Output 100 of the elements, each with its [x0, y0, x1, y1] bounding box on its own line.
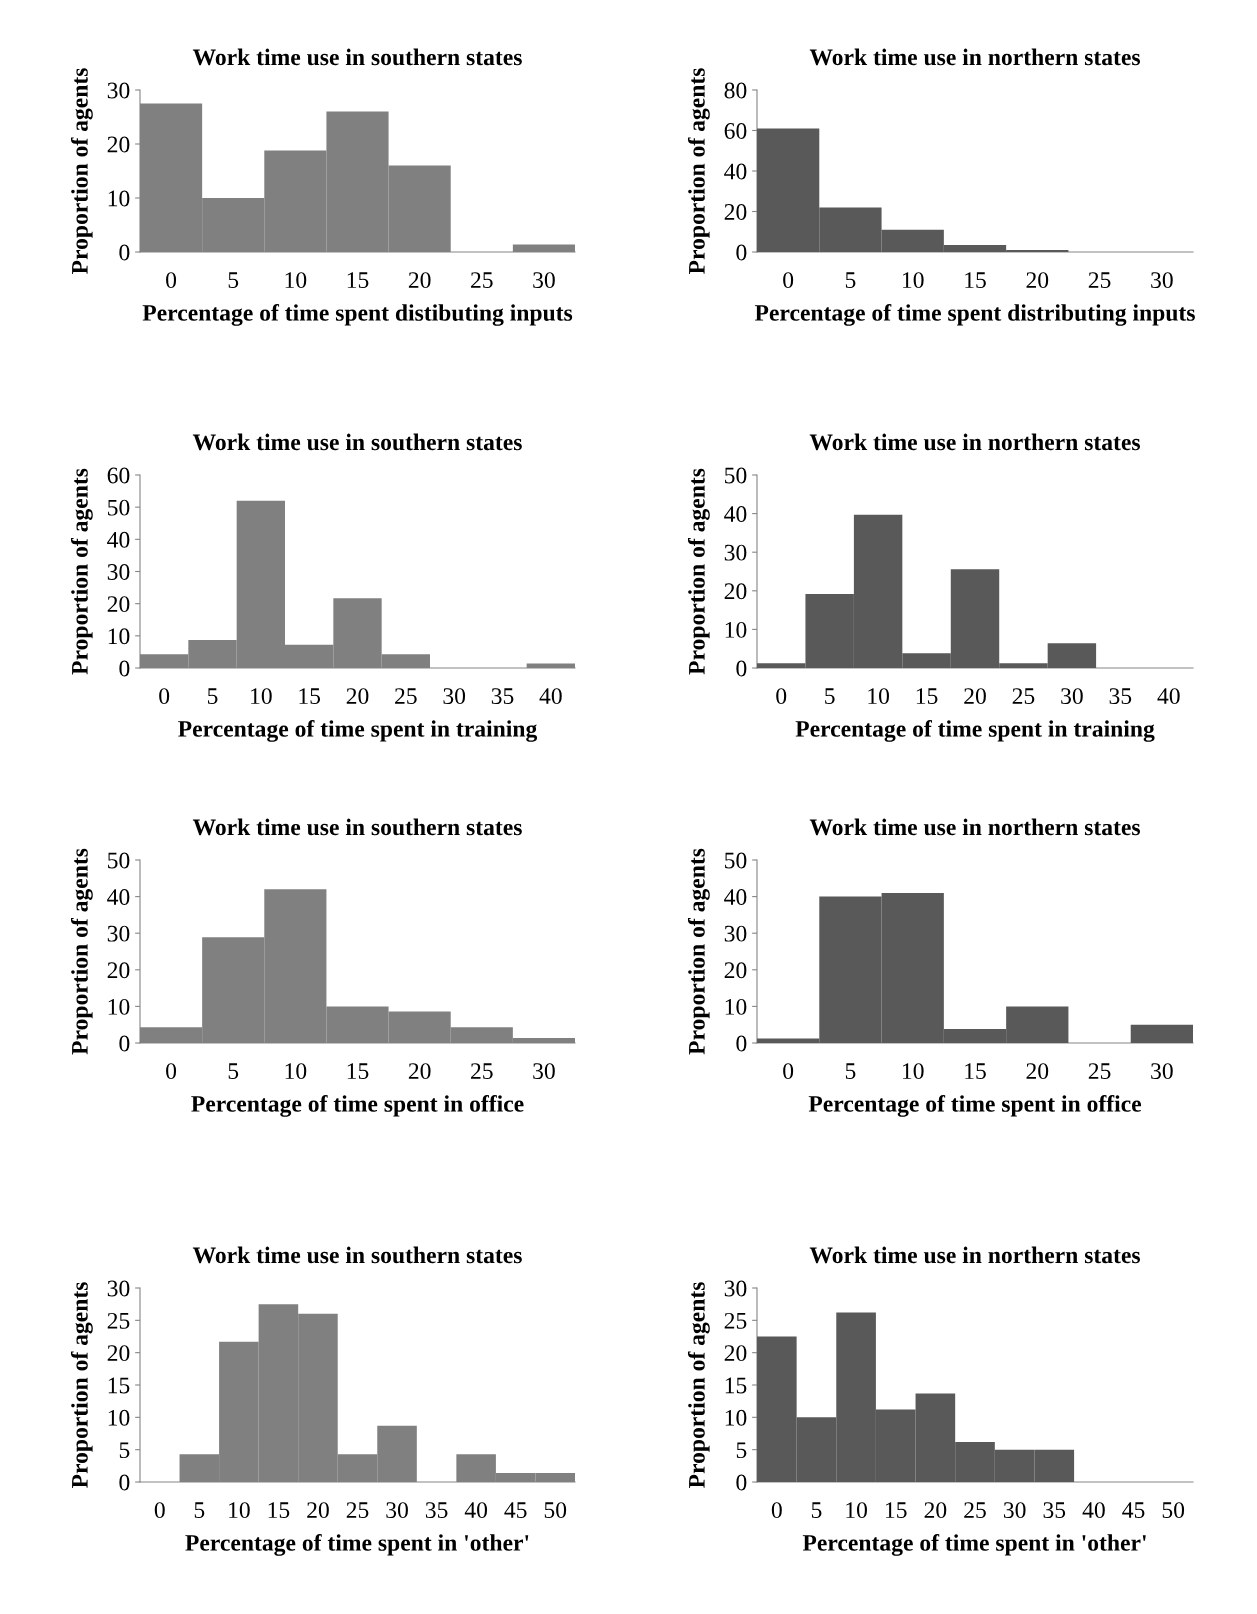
x-tick-label: 45 — [1122, 1502, 1145, 1519]
y-tick-label: 50 — [725, 852, 747, 869]
y-tick-label: 20 — [724, 583, 747, 600]
x-tick-label: 25 — [471, 272, 493, 289]
x-tick-label: 30 — [386, 1502, 408, 1519]
y-tick-label: 0 — [119, 244, 130, 261]
chart-title: Work time use in northern states — [809, 48, 1141, 66]
chart-title: Work time use in northern states — [809, 433, 1141, 451]
x-tick-label: 50 — [544, 1502, 567, 1519]
y-tick-label: 30 — [724, 544, 747, 561]
x-tick-label: 25 — [346, 1502, 369, 1519]
x-tick-label: 20 — [307, 1502, 329, 1519]
x-tick-label: 10 — [902, 272, 924, 289]
y-tick-label: 0 — [736, 1035, 747, 1052]
y-tick-label: 60 — [724, 122, 747, 139]
y-tick-label: 50 — [108, 499, 130, 516]
y-tick-label: 0 — [736, 1474, 747, 1491]
x-tick-label: 20 — [346, 688, 369, 705]
chart-title: Work time use in southern states — [192, 433, 522, 451]
x-tick-label: 5 — [845, 1063, 856, 1080]
x-tick-label: 30 — [1151, 1063, 1173, 1080]
y-tick-label: 20 — [724, 962, 747, 979]
x-tick-label: 0 — [776, 688, 787, 705]
x-axis-title: Percentage of time spent in training — [795, 719, 1155, 742]
x-tick-label: 40 — [1157, 688, 1180, 705]
x-tick-label: 10 — [251, 688, 272, 705]
x-tick-label: 35 — [425, 1502, 448, 1519]
x-tick-label: 15 — [299, 688, 321, 705]
y-tick-label: 5 — [736, 1442, 747, 1459]
y-axis-title: Proportion of agents — [687, 848, 710, 1055]
x-tick-label: 45 — [504, 1502, 527, 1519]
x-tick-label: 0 — [166, 1063, 177, 1080]
x-tick-label: 35 — [491, 688, 514, 705]
y-tick-label: 15 — [725, 1377, 747, 1394]
x-tick-label: 20 — [408, 272, 431, 289]
y-tick-label: 30 — [107, 925, 130, 942]
x-tick-label: 40 — [1082, 1502, 1105, 1519]
y-tick-label: 60 — [107, 467, 130, 484]
y-tick-label: 20 — [107, 596, 130, 613]
y-tick-label: 40 — [724, 889, 747, 906]
x-tick-label: 20 — [1026, 272, 1049, 289]
y-tick-label: 20 — [107, 136, 130, 153]
x-tick-label: 30 — [533, 272, 555, 289]
x-axis-title: Percentage of time spent in 'other' — [185, 1533, 529, 1556]
x-tick-label: 10 — [285, 1063, 307, 1080]
x-tick-label: 25 — [964, 1502, 986, 1519]
y-tick-label: 40 — [724, 163, 747, 180]
x-tick-label: 0 — [783, 272, 794, 289]
x-tick-label: 50 — [1162, 1502, 1185, 1519]
x-tick-label: 5 — [228, 1063, 239, 1080]
chart-title: Work time use in southern states — [192, 48, 522, 66]
x-axis-title: Percentage of time spent in training — [178, 719, 538, 742]
y-axis-title: Proportion of agents — [70, 68, 93, 275]
x-tick-label: 10 — [902, 1063, 924, 1080]
y-tick-label: 25 — [724, 1312, 747, 1329]
x-tick-label: 5 — [194, 1502, 205, 1519]
y-tick-label: 0 — [119, 1035, 130, 1052]
x-tick-label: 40 — [464, 1502, 488, 1519]
y-tick-label: 20 — [724, 1345, 747, 1362]
y-tick-label: 40 — [107, 889, 130, 906]
y-tick-label: 30 — [724, 1280, 747, 1297]
y-tick-label: 50 — [108, 852, 130, 869]
x-tick-label: 15 — [886, 1502, 907, 1519]
y-axis-title: Proportion of agents — [687, 1282, 710, 1489]
y-tick-label: 30 — [107, 1280, 130, 1297]
y-tick-label: 50 — [725, 467, 747, 484]
y-tick-label: 30 — [107, 82, 130, 99]
x-tick-label: 25 — [395, 688, 417, 705]
y-tick-label: 0 — [119, 660, 130, 677]
x-axis-title: Percentage of time spent in 'other' — [802, 1533, 1146, 1556]
y-tick-label: 20 — [107, 1345, 130, 1362]
chart-title: Work time use in northern states — [809, 1246, 1141, 1264]
y-tick-label: 10 — [108, 190, 130, 207]
x-tick-label: 15 — [347, 272, 369, 289]
y-tick-label: 10 — [725, 1409, 747, 1426]
x-tick-label: 15 — [965, 272, 986, 289]
x-tick-label: 0 — [159, 688, 170, 705]
y-axis-title: Proportion of agents — [687, 68, 710, 275]
y-tick-label: 10 — [108, 628, 130, 645]
y-tick-label: 10 — [725, 998, 747, 1015]
x-tick-label: 0 — [154, 1502, 165, 1519]
y-tick-label: 40 — [107, 531, 130, 548]
x-tick-label: 25 — [1088, 1063, 1111, 1080]
x-tick-label: 25 — [1088, 272, 1111, 289]
bar — [1130, 1024, 1193, 1043]
y-tick-label: 40 — [724, 506, 747, 523]
x-tick-label: 30 — [1151, 272, 1173, 289]
y-axis-title: Proportion of agents — [687, 468, 710, 675]
x-tick-label: 0 — [783, 1063, 794, 1080]
x-tick-label: 15 — [916, 688, 938, 705]
x-tick-label: 5 — [825, 688, 835, 705]
x-tick-label: 10 — [846, 1502, 867, 1519]
y-tick-label: 10 — [108, 998, 130, 1015]
y-tick-label: 5 — [119, 1442, 130, 1459]
y-tick-label: 0 — [736, 244, 747, 261]
x-tick-label: 10 — [868, 688, 890, 705]
chart-title: Work time use in northern states — [809, 818, 1141, 836]
x-tick-label: 20 — [408, 1063, 431, 1080]
y-axis-title: Proportion of agents — [70, 848, 93, 1055]
y-tick-label: 10 — [725, 621, 747, 638]
